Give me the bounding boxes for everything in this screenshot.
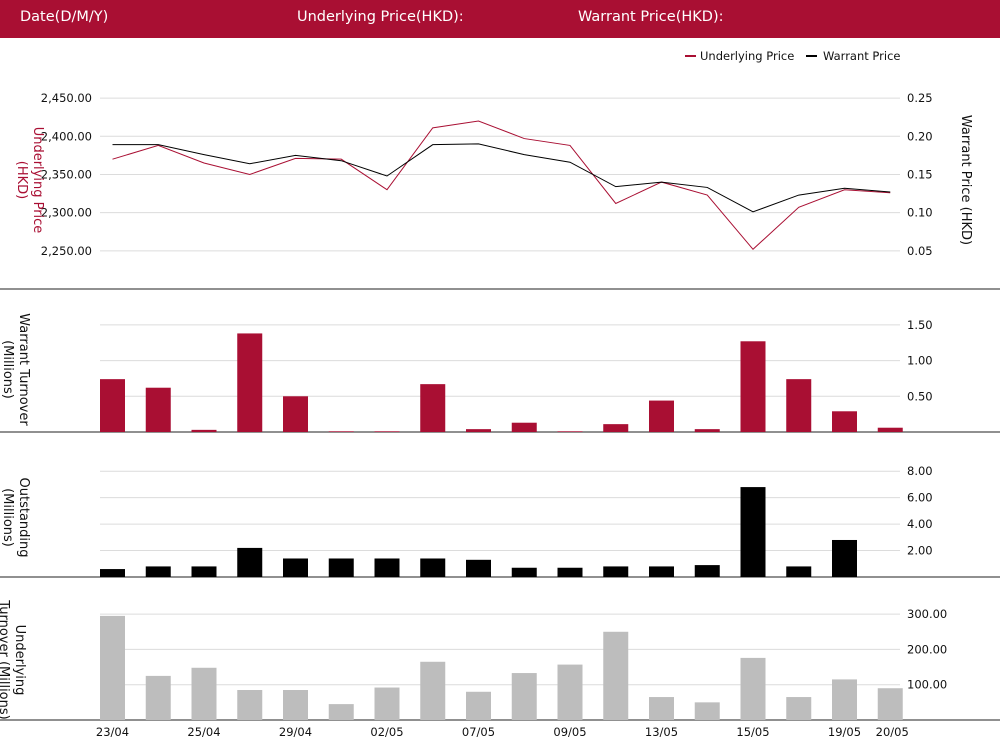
left-tick-label: 2,450.00 [41, 91, 92, 105]
bar-warrant-turnover [237, 333, 263, 432]
underlying-price-line [112, 120, 891, 251]
right-tick-label: 0.05 [907, 244, 933, 258]
left-tick-label: 2,400.00 [41, 129, 92, 143]
bar-warrant-turnover [832, 411, 857, 432]
left-tick-label: 2,250.00 [41, 244, 92, 258]
x-tick-label: 09/05 [553, 725, 586, 739]
bar-underlying-turnover [557, 664, 583, 720]
x-tick-label: 29/04 [279, 725, 312, 739]
bar-outstanding [786, 566, 812, 577]
right-tick-label: 4.00 [907, 517, 933, 531]
bar-underlying-turnover [511, 673, 537, 720]
bar-warrant-turnover [649, 400, 674, 432]
bar-underlying-turnover [832, 679, 857, 720]
x-tick-label: 07/05 [462, 725, 495, 739]
right-tick-label: 0.50 [907, 389, 933, 403]
left-axis-title: Underlying Price(HKD) [14, 127, 45, 234]
bar-underlying-turnover [786, 697, 812, 720]
bar-warrant-turnover [786, 379, 812, 432]
right-tick-label: 0.15 [907, 167, 933, 181]
bar-warrant-turnover [191, 429, 217, 432]
bar-outstanding [649, 566, 674, 577]
bar-outstanding [191, 566, 217, 577]
chart-area[interactable]: 2,450.00 2,400.00 2,350.00 2,300.00 2,250.00… [0, 38, 1000, 751]
x-tick-label: 02/05 [370, 725, 403, 739]
bar-outstanding [694, 565, 720, 577]
bar-outstanding [466, 559, 491, 577]
bar-outstanding [283, 558, 308, 577]
legend-warrant-price: Warrant Price [823, 49, 901, 63]
bar-underlying-turnover [283, 690, 308, 720]
bar-underlying-turnover [466, 691, 491, 720]
bar-underlying-turnover [649, 697, 674, 720]
bar-underlying-turnover [374, 687, 400, 720]
bar-outstanding [100, 569, 125, 577]
bar-underlying-turnover [237, 690, 263, 720]
bar-warrant-turnover [694, 429, 720, 432]
bar-underlying-turnover [740, 657, 766, 720]
bar-warrant-turnover [511, 422, 537, 432]
bar-underlying-turnover [603, 631, 629, 720]
warrant-price-label: Warrant Price(HKD): [578, 9, 724, 25]
bar-underlying-turnover [100, 615, 125, 720]
left-tick-label: 2,350.00 [41, 167, 92, 181]
right-tick-label: 8.00 [907, 464, 933, 478]
bar-warrant-turnover [374, 431, 400, 432]
axis-title-warrant-turnover: Warrant Turnover(Millions) [0, 313, 31, 426]
date-label: Date(D/M/Y) [20, 9, 109, 25]
bar-warrant-turnover [557, 431, 583, 432]
x-tick-label: 15/05 [736, 725, 769, 739]
bar-underlying-turnover [191, 667, 217, 720]
right-tick-label: 300.00 [907, 607, 947, 621]
bar-outstanding [420, 558, 446, 577]
right-tick-label: 0.25 [907, 91, 933, 105]
x-tick-label: 13/05 [645, 725, 678, 739]
bar-warrant-turnover [420, 384, 446, 432]
bar-outstanding [832, 539, 857, 577]
right-tick-label: 0.20 [907, 129, 933, 143]
bar-outstanding [557, 567, 583, 577]
header-bar: Date(D/M/Y) Underlying Price(HKD): Warra… [0, 0, 1000, 38]
right-tick-label: 1.50 [907, 318, 933, 332]
right-tick-label: 100.00 [907, 678, 947, 692]
bar-underlying-turnover [420, 661, 446, 720]
x-tick-label: 19/05 [828, 725, 861, 739]
right-tick-label: 6.00 [907, 491, 933, 505]
bar-warrant-turnover [740, 341, 766, 432]
bar-outstanding [603, 566, 629, 577]
legend-underlying-price: Underlying Price [700, 49, 794, 63]
bar-outstanding [237, 547, 263, 577]
bar-outstanding [374, 558, 400, 577]
bar-outstanding [740, 487, 766, 577]
bar-warrant-turnover [328, 431, 354, 432]
left-tick-label: 2,300.00 [41, 206, 92, 220]
right-tick-label: 0.10 [907, 206, 933, 220]
bar-outstanding [145, 566, 171, 577]
bar-warrant-turnover [466, 429, 491, 432]
right-tick-label: 1.00 [907, 354, 933, 368]
right-tick-label: 2.00 [907, 544, 933, 558]
right-tick-label: 200.00 [907, 642, 947, 656]
bar-warrant-turnover [283, 396, 308, 432]
bar-underlying-turnover [328, 704, 354, 720]
axis-title-underlying-turnover: UnderlyingTurnover (Millions) [0, 599, 27, 719]
bar-outstanding [328, 558, 354, 577]
bar-warrant-turnover [145, 387, 171, 432]
bar-underlying-turnover [145, 675, 171, 720]
axis-title-outstanding: Outstanding(Millions) [0, 478, 31, 558]
bar-underlying-turnover [694, 702, 720, 720]
bar-underlying-turnover [877, 688, 903, 720]
right-axis-title: Warrant Price (HKD) [958, 115, 973, 245]
x-tick-label: 20/05 [876, 725, 909, 739]
bar-warrant-turnover [100, 379, 125, 432]
x-tick-label: 23/04 [96, 725, 129, 739]
underlying-price-label: Underlying Price(HKD): [297, 9, 464, 25]
warrant-price-line [112, 143, 891, 213]
bar-outstanding [511, 567, 537, 577]
bar-warrant-turnover [603, 424, 629, 432]
bar-warrant-turnover [877, 427, 903, 432]
x-tick-label: 25/04 [187, 725, 220, 739]
